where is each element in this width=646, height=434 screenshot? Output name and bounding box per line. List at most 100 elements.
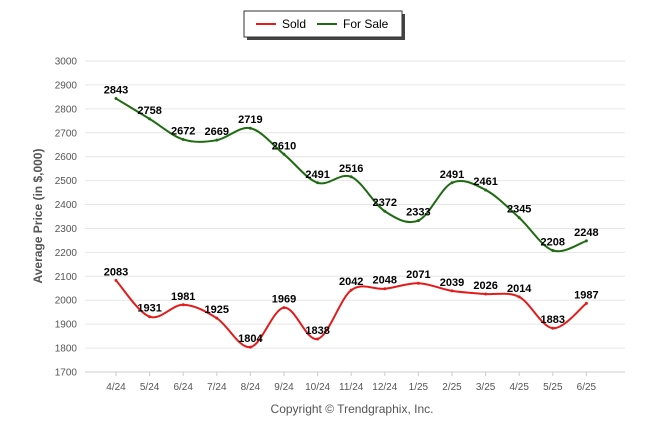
data-point-for-sale (551, 248, 555, 252)
y-tick-label: 3000 (55, 57, 78, 68)
x-tick-label: 7/24 (207, 382, 227, 393)
data-point-sold (383, 287, 387, 291)
x-tick-label: 10/24 (305, 382, 330, 393)
data-point-sold (349, 288, 353, 292)
y-tick-label: 2800 (55, 104, 78, 115)
data-label-sold: 1969 (272, 294, 296, 306)
data-label-for-sale: 2491 (305, 169, 329, 181)
data-label-sold: 1925 (205, 304, 229, 316)
x-tick-label: 6/24 (173, 382, 193, 393)
y-tick-label: 2500 (55, 176, 78, 187)
y-tick-label: 1800 (55, 344, 78, 355)
data-label-sold: 2042 (339, 276, 363, 288)
y-tick-label: 2100 (55, 272, 78, 283)
x-tick-label: 5/24 (140, 382, 160, 393)
data-point-sold (181, 303, 185, 307)
data-point-sold (517, 295, 521, 299)
x-tick-label: 11/24 (339, 382, 364, 393)
grid (85, 60, 625, 373)
data-point-sold (484, 292, 488, 296)
legend-label-sold: Sold (282, 17, 306, 31)
data-label-for-sale: 2843 (104, 85, 128, 97)
y-tick-label: 2200 (55, 248, 78, 259)
y-tick-label: 2600 (55, 152, 78, 163)
data-label-for-sale: 2208 (541, 236, 565, 248)
data-point-for-sale (517, 216, 521, 220)
data-label-for-sale: 2345 (507, 204, 531, 216)
y-tick-label: 1900 (55, 320, 78, 331)
data-label-sold: 2083 (104, 266, 128, 278)
data-label-for-sale: 2610 (272, 140, 296, 152)
data-point-for-sale (282, 152, 286, 156)
data-point-sold (215, 316, 219, 320)
data-label-sold: 2039 (440, 277, 464, 289)
data-point-sold (316, 337, 320, 341)
data-point-for-sale (349, 175, 353, 179)
x-tick-label: 2/25 (442, 382, 462, 393)
data-point-for-sale (148, 117, 152, 121)
copyright-footer: Copyright © Trendgraphix, Inc. (271, 402, 434, 416)
data-point-sold (416, 281, 420, 285)
data-point-sold (248, 345, 252, 349)
legend: Sold For Sale (243, 10, 405, 40)
data-point-for-sale (584, 239, 588, 243)
data-label-sold: 2014 (507, 283, 532, 295)
data-label-sold: 1883 (541, 314, 565, 326)
y-tick-label: 2900 (55, 80, 78, 91)
data-label-sold: 2071 (406, 269, 430, 281)
data-label-for-sale: 2516 (339, 163, 363, 175)
data-point-sold (148, 315, 152, 319)
x-tick-label: 5/25 (543, 382, 563, 393)
y-tick-label: 1700 (55, 368, 78, 379)
data-point-for-sale (181, 137, 185, 141)
data-label-for-sale: 2372 (373, 197, 397, 209)
data-label-for-sale: 2461 (473, 176, 497, 188)
y-tick-label: 2000 (55, 296, 78, 307)
data-label-for-sale: 2491 (440, 169, 464, 181)
y-axis-label: Average Price (in $,000) (31, 149, 45, 284)
data-label-sold: 1838 (305, 325, 329, 337)
x-tick-label: 6/25 (577, 382, 597, 393)
data-point-sold (114, 278, 118, 282)
y-tick-label: 2400 (55, 200, 78, 211)
data-label-sold: 1804 (238, 333, 263, 345)
data-label-for-sale: 2672 (171, 125, 195, 137)
series (114, 97, 588, 349)
x-tick-label: 8/24 (241, 382, 261, 393)
x-tick-label: 3/25 (476, 382, 496, 393)
x-tick-label: 1/25 (409, 382, 429, 393)
data-label-sold: 1931 (137, 303, 161, 315)
y-tick-label: 2700 (55, 128, 78, 139)
y-tick-label: 2300 (55, 224, 78, 235)
data-point-for-sale (248, 126, 252, 130)
axes: 1700 1800 1900 2000 2100 2200 2300 2400 2500 2600… (55, 57, 625, 393)
data-label-for-sale: 2248 (574, 227, 598, 239)
data-point-for-sale (484, 188, 488, 192)
data-label-sold: 1981 (171, 291, 195, 303)
x-tick-label: 9/24 (274, 382, 294, 393)
data-point-for-sale (215, 138, 219, 142)
data-label-sold: 2048 (373, 275, 397, 287)
data-point-sold (282, 306, 286, 310)
data-labels: 2083 1931 1981 1925 1804 1969 1838 2042 2048 2071… (104, 85, 599, 346)
data-label-for-sale: 2719 (238, 114, 262, 126)
data-point-for-sale (450, 181, 454, 185)
data-label-for-sale: 2333 (406, 207, 430, 219)
x-tick-label: 12/24 (372, 382, 397, 393)
data-point-sold (551, 326, 555, 330)
data-point-sold (450, 289, 454, 293)
data-point-for-sale (416, 219, 420, 223)
data-label-for-sale: 2758 (137, 105, 161, 117)
data-label-sold: 2026 (473, 280, 497, 292)
legend-label-for-sale: For Sale (343, 17, 389, 31)
x-tick-label: 4/25 (509, 382, 529, 393)
data-point-for-sale (316, 181, 320, 185)
data-label-sold: 1987 (574, 289, 598, 301)
data-point-sold (584, 301, 588, 305)
data-label-for-sale: 2669 (205, 126, 229, 138)
data-point-for-sale (383, 209, 387, 213)
data-point-for-sale (114, 97, 118, 101)
x-tick-label: 4/24 (106, 382, 126, 393)
